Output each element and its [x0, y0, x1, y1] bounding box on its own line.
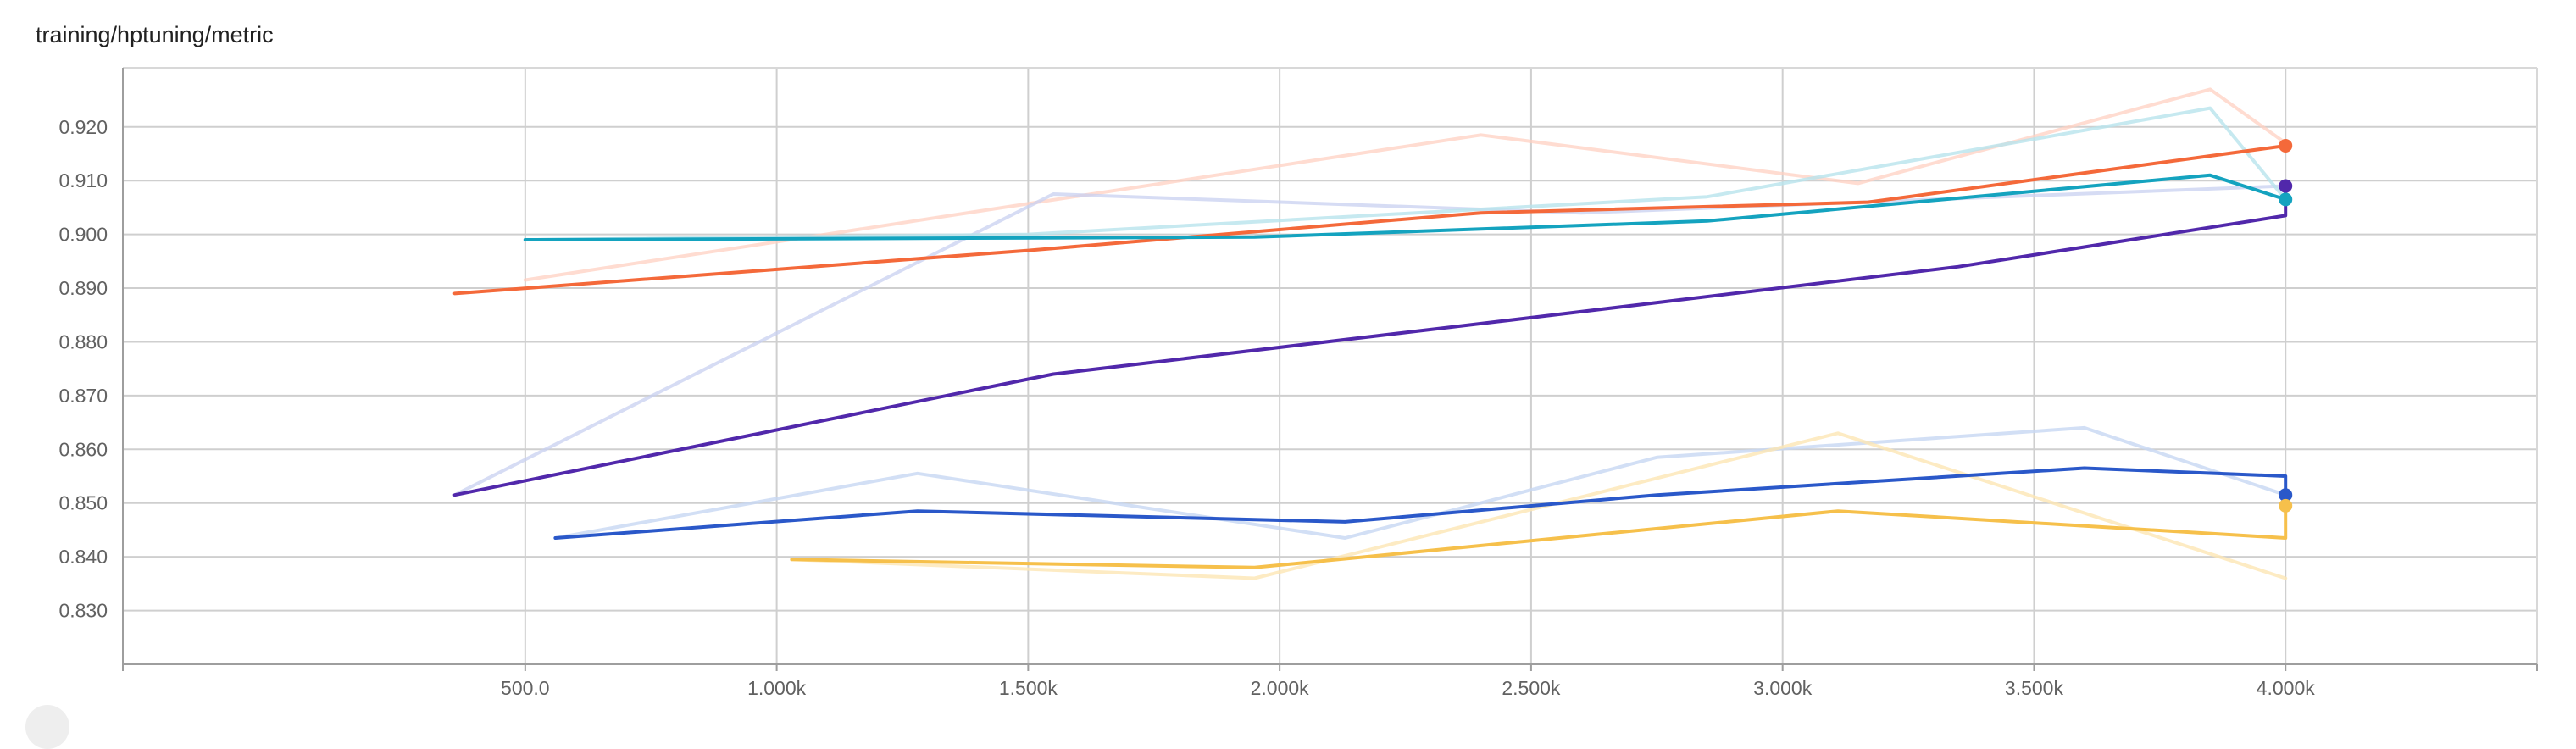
- x-tick-label: 2.500k: [1502, 677, 1561, 699]
- expand-toggle-icon[interactable]: [25, 705, 69, 749]
- y-axis-ticks: 0.830 0.840 0.850 0.860 0.870 0.880 0.890 0.900…: [58, 116, 108, 622]
- x-tick-label: 500.0: [501, 677, 550, 699]
- y-tick-label: 0.910: [58, 169, 108, 191]
- grid: [123, 68, 2537, 664]
- series-end-marker-5: [2279, 138, 2293, 153]
- y-tick-label: 0.890: [58, 277, 108, 299]
- x-tick-label: 1.000k: [747, 677, 807, 699]
- y-tick-label: 0.920: [58, 116, 108, 138]
- series-line-8: [553, 466, 2288, 540]
- series-end-marker-8: [2279, 488, 2293, 502]
- x-tick-label: 3.000k: [1753, 677, 1813, 699]
- y-tick-label: 0.830: [58, 600, 108, 622]
- y-tick-label: 0.840: [58, 546, 108, 568]
- y-tick-label: 0.870: [58, 385, 108, 407]
- series-end-marker-7: [2279, 179, 2293, 193]
- line-chart: 0.830 0.840 0.850 0.860 0.870 0.880 0.890 0.900…: [58, 67, 2538, 699]
- y-tick-label: 0.900: [58, 224, 108, 246]
- y-tick-label: 0.880: [58, 330, 108, 352]
- series-end-marker-6: [2279, 192, 2293, 207]
- series-end-markers: [2279, 138, 2293, 513]
- y-tick-label: 0.860: [58, 438, 108, 460]
- x-axis-ticks: 500.0 1.000k 1.500k 2.000k 2.500k 3.000k 3.500…: [501, 664, 2315, 699]
- x-tick-label: 2.000k: [1251, 677, 1310, 699]
- series-line-9: [790, 503, 2288, 569]
- series-line-0: [523, 87, 2288, 282]
- x-tick-label: 4.000k: [2257, 677, 2316, 699]
- x-tick-label: 3.500k: [2005, 677, 2064, 699]
- y-tick-label: 0.850: [58, 492, 108, 514]
- series-line-7: [452, 184, 2288, 497]
- series-line-2: [523, 106, 2288, 241]
- series-lines: [452, 87, 2288, 580]
- series-line-6: [523, 173, 2288, 241]
- series-line-5: [452, 144, 2288, 296]
- chart-title: training/hptuning/metric: [36, 22, 274, 47]
- series-line-3: [553, 425, 2288, 540]
- x-tick-label: 1.500k: [999, 677, 1058, 699]
- series-end-marker-9: [2279, 498, 2293, 513]
